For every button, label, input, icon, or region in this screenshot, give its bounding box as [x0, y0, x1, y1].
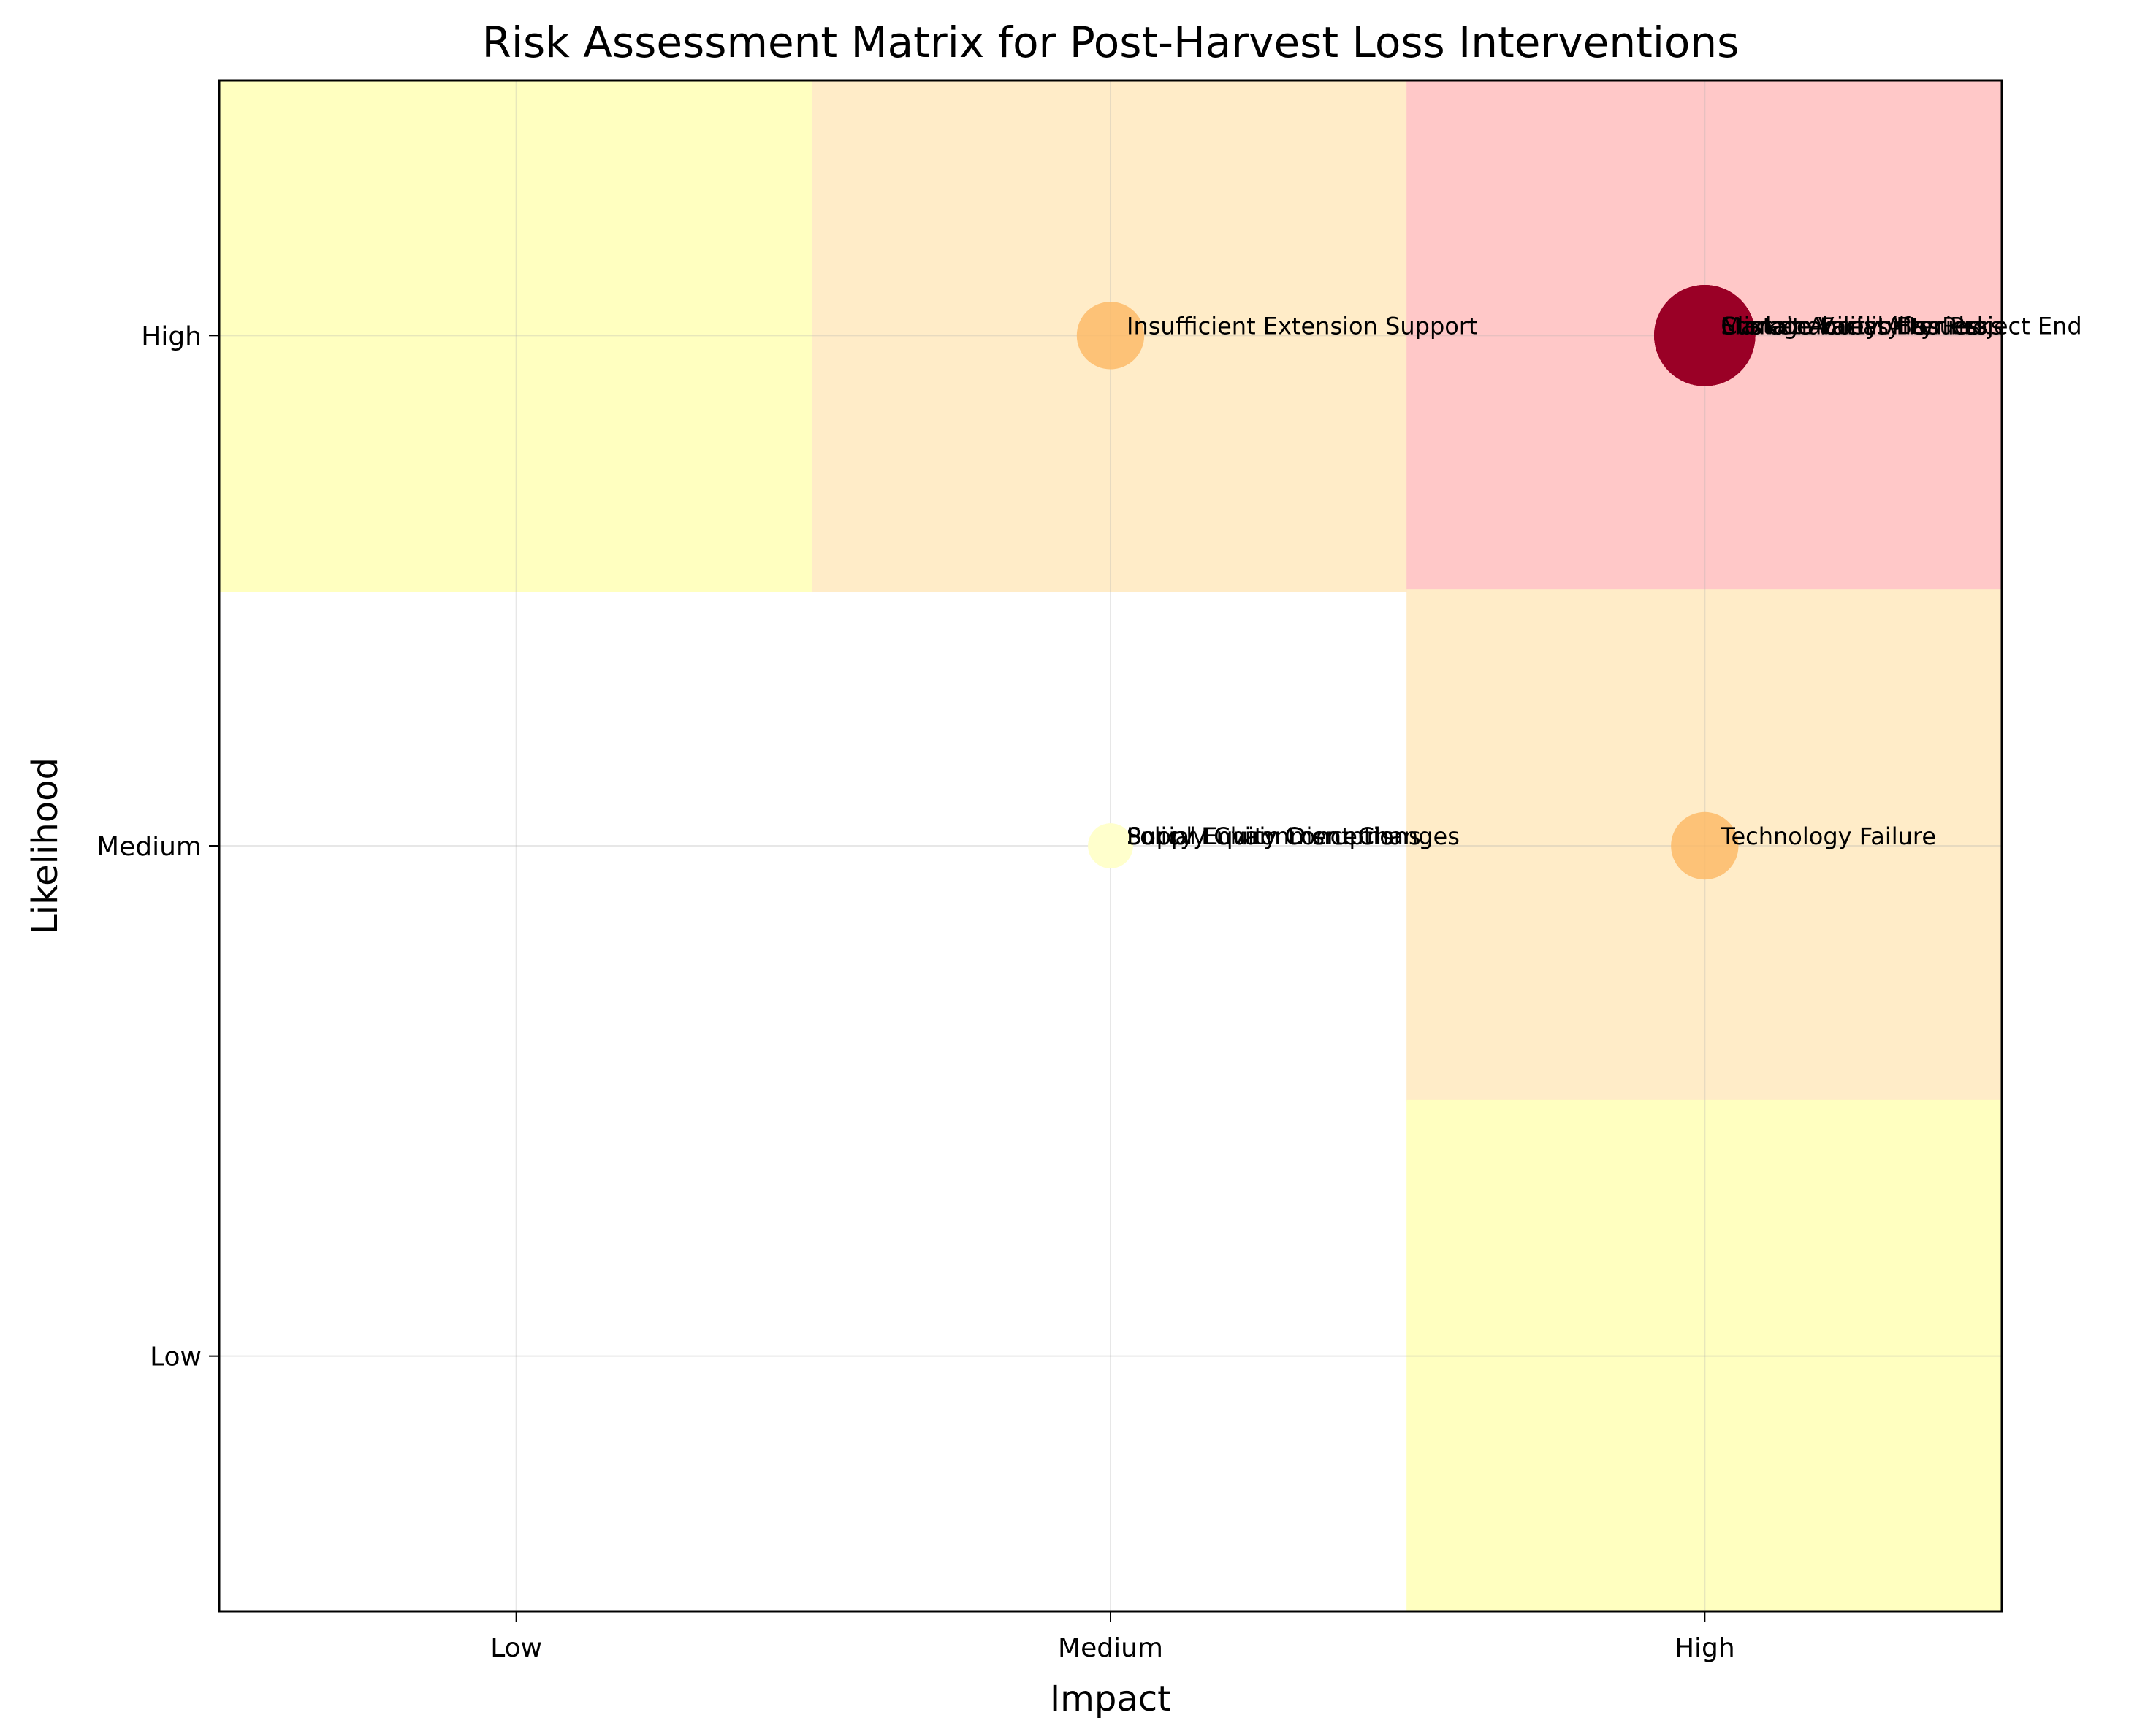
x-tick-label: Low	[490, 1633, 542, 1663]
risk-points	[1076, 285, 1756, 880]
x-tick-label: High	[1675, 1633, 1735, 1663]
risk-zone-1	[218, 79, 815, 592]
risk-point-label: Climate Variability Risks	[1721, 312, 2003, 340]
axis-ticks: Low Medium High Low Medium High	[96, 321, 1735, 1663]
y-tick-label: Low	[150, 1342, 202, 1372]
y-axis-label: Likelihood	[25, 757, 66, 934]
risk-point-label: Supply Chain Disruptions	[1127, 822, 1421, 850]
risk-point-label: Insufficient Extension Support	[1127, 312, 1478, 340]
risk-point	[1654, 285, 1756, 386]
x-axis-label: Impact	[1050, 1678, 1171, 1719]
risk-point-label: Storage Facility Issues	[1721, 312, 1981, 340]
risk-point	[1088, 823, 1133, 868]
y-tick-label: Medium	[96, 832, 202, 862]
risk-point-label: Policy Environment Changes	[1127, 822, 1460, 850]
y-tick-label: High	[141, 321, 202, 351]
risk-point	[1671, 811, 1739, 880]
risk-point-label: Technology Failure	[1720, 822, 1936, 850]
chart-title: Risk Assessment Matrix for Post-Harvest …	[482, 18, 1740, 67]
point-labels: Insufficient Extension Support Climate Va…	[1127, 312, 2082, 850]
risk-point-label: Social Equity Concerns	[1127, 822, 1393, 850]
risk-point-label: Sustainability After Project End	[1721, 312, 2081, 340]
risk-point	[1076, 302, 1145, 370]
risk-point-label: Market Access Barriers	[1721, 312, 1988, 340]
x-tick-label: Medium	[1058, 1633, 1163, 1663]
